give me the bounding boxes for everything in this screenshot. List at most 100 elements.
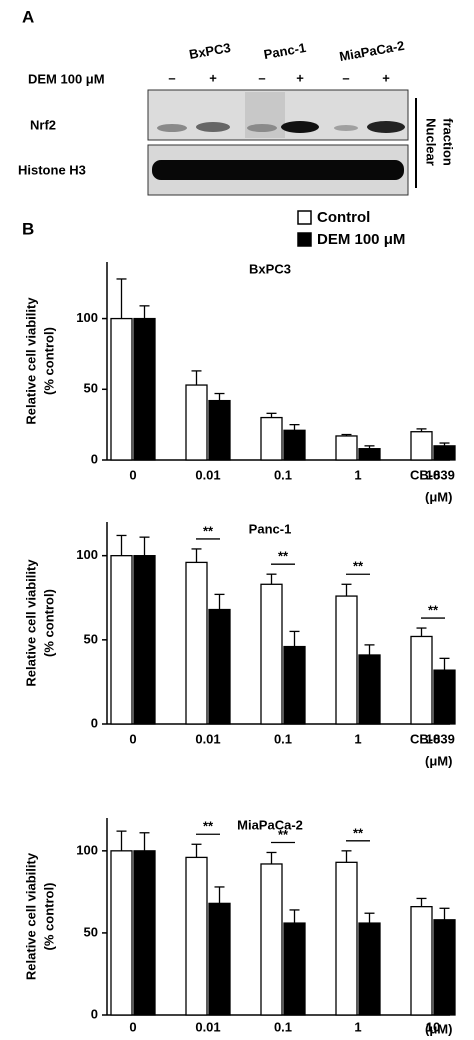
x-axis-label: CB-839: [410, 731, 455, 746]
bar: [208, 608, 231, 725]
fraction-label: Nuclear: [424, 118, 439, 166]
bar: [358, 654, 381, 725]
bar: [110, 317, 133, 461]
x-axis-label: (μM): [425, 1021, 452, 1036]
x-tick-label: 10: [426, 1019, 440, 1034]
significance-label: **: [428, 602, 439, 617]
legend-swatch: [297, 232, 312, 247]
significance-label: **: [353, 559, 364, 574]
bar: [260, 416, 283, 461]
bar: [283, 429, 306, 461]
chart-title: Panc-1: [249, 521, 292, 536]
bar: [260, 863, 283, 1016]
chart-title: MiaPaCa-2: [237, 817, 303, 832]
x-tick-label: 0.01: [195, 467, 220, 482]
significance-label: **: [278, 549, 289, 564]
row-label: Nrf2: [30, 117, 56, 132]
x-tick-label: 10: [426, 731, 440, 746]
fraction-label: fraction: [441, 118, 456, 166]
treatment-label: DEM 100 μM: [28, 71, 105, 86]
significance-label: **: [203, 523, 214, 538]
sign: +: [296, 70, 304, 85]
sign: –: [258, 70, 265, 85]
bar: [110, 555, 133, 725]
x-tick-label: 0.1: [274, 731, 292, 746]
legend-label: DEM 100 μM: [317, 231, 405, 248]
y-axis-label: Relative cell viability: [23, 297, 38, 425]
x-tick-label: 1: [354, 1019, 361, 1034]
y-tick-label: 100: [76, 842, 98, 857]
panel-label: B: [22, 219, 34, 238]
x-tick-label: 0.1: [274, 1019, 292, 1034]
y-tick-label: 0: [91, 451, 98, 466]
bar: [185, 856, 208, 1016]
panel-label: A: [22, 7, 34, 26]
significance-label: **: [353, 825, 364, 840]
bar: [208, 902, 231, 1016]
y-tick-label: 0: [91, 715, 98, 730]
significance-label: **: [203, 819, 214, 834]
x-axis-label: (μM): [425, 489, 452, 504]
bar: [283, 645, 306, 725]
y-axis-label: (% control): [41, 327, 56, 395]
band: [367, 121, 405, 133]
cell-line-label: MiaPaCa-2: [338, 38, 405, 64]
y-tick-label: 50: [84, 381, 98, 396]
band: [334, 125, 358, 131]
bar: [260, 583, 283, 725]
bar: [358, 922, 381, 1016]
band: [247, 124, 277, 132]
bar: [410, 635, 433, 725]
bar: [110, 850, 133, 1016]
sign: +: [209, 70, 217, 85]
bar: [410, 906, 433, 1016]
band: [152, 160, 404, 180]
bar: [410, 431, 433, 461]
x-tick-label: 0: [129, 467, 136, 482]
cell-line-label: Panc-1: [263, 40, 308, 62]
y-axis-label: (% control): [41, 883, 56, 951]
bar: [133, 555, 156, 725]
row-label: Histone H3: [18, 162, 86, 177]
x-tick-label: 0: [129, 1019, 136, 1034]
sign: +: [382, 70, 390, 85]
bar: [283, 922, 306, 1016]
y-axis-label: Relative cell viability: [23, 852, 38, 980]
x-tick-label: 0.1: [274, 467, 292, 482]
legend-swatch: [297, 210, 312, 225]
bar: [208, 399, 231, 461]
significance-label: **: [278, 827, 289, 842]
bar: [335, 435, 358, 461]
y-axis-label: Relative cell viability: [23, 559, 38, 687]
chart-title: BxPC3: [249, 261, 291, 276]
bar: [433, 669, 456, 725]
sign: –: [342, 70, 349, 85]
bar: [335, 861, 358, 1016]
y-tick-label: 50: [84, 631, 98, 646]
x-tick-label: 0: [129, 731, 136, 746]
y-axis-label: (% control): [41, 589, 56, 657]
x-tick-label: 1: [354, 467, 361, 482]
band: [281, 121, 319, 133]
y-tick-label: 50: [84, 924, 98, 939]
y-tick-label: 100: [76, 310, 98, 325]
bar: [185, 384, 208, 461]
x-tick-label: 0.01: [195, 1019, 220, 1034]
legend-label: Control: [317, 209, 370, 226]
x-axis-label: (μM): [425, 753, 452, 768]
x-tick-label: 10: [426, 467, 440, 482]
band: [196, 122, 230, 132]
cell-line-label: BxPC3: [188, 40, 232, 62]
y-tick-label: 100: [76, 547, 98, 562]
bar: [133, 317, 156, 461]
bar: [185, 561, 208, 725]
bar: [335, 595, 358, 725]
bar: [433, 445, 456, 461]
band: [157, 124, 187, 132]
sign: –: [168, 70, 175, 85]
bar: [358, 448, 381, 461]
bar: [133, 850, 156, 1016]
y-tick-label: 0: [91, 1006, 98, 1021]
x-tick-label: 0.01: [195, 731, 220, 746]
